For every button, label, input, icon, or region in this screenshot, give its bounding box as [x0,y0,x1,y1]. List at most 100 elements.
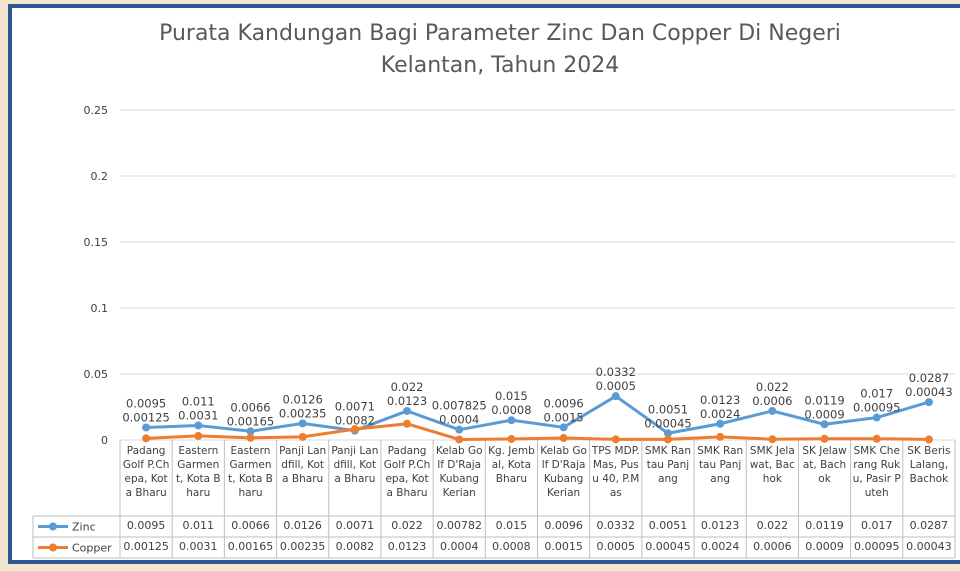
table-value: 0.0123 [700,519,740,532]
data-point [298,432,307,441]
data-label: 0.0004 [439,413,479,427]
x-tick-label: SMK Rantau Panjang [697,445,744,485]
table-value: 0.0015 [544,540,583,553]
data-label: 0.022 [756,380,789,394]
x-tick-label: Panji Landfill, Kota Bharu [331,445,379,485]
data-point [611,435,620,444]
legend-label: Copper [72,542,112,555]
data-label: 0.00043 [905,385,953,399]
data-point [559,423,568,432]
table-value: 0.0008 [492,540,531,553]
data-point [350,425,359,434]
table-value: 0.00165 [227,540,274,553]
series-line [146,422,929,441]
table-value: 0.00235 [279,540,326,553]
data-point [768,406,777,415]
data-point [611,392,620,401]
table-value: 0.0119 [805,519,844,532]
data-point [716,432,725,441]
data-point [872,434,881,443]
data-label: 0.00125 [122,410,170,424]
data-point [455,425,464,434]
table-value: 0.022 [391,519,423,532]
data-point [507,434,516,443]
table-value: 0.0332 [596,519,636,532]
x-tick-label: Panji Landfill, Kota Bharu [279,445,327,485]
table-value: 0.0096 [544,519,583,532]
data-label: 0.0024 [700,407,740,421]
data-label: 0.00095 [853,401,901,415]
data-point [663,435,672,444]
y-tick-label: 0.15 [84,236,109,249]
table-value: 0.0004 [439,540,479,553]
data-label: 0.0126 [283,392,323,406]
data-point [142,434,151,443]
table-value: 0.00782 [436,519,482,532]
data-label: 0.0005 [596,379,636,393]
y-tick-label: 0.05 [84,368,109,381]
data-point [924,435,933,444]
table-value: 0.0051 [648,519,688,532]
data-label: 0.0031 [178,408,218,422]
table-value: 0.00045 [645,540,691,553]
y-tick-label: 0 [101,434,108,447]
table-value: 0.0126 [283,519,322,532]
y-tick-label: 0.1 [91,302,109,315]
data-point [820,434,829,443]
table-value: 0.0024 [700,540,740,553]
data-label: 0.0332 [596,365,636,379]
table-value: 0.0071 [335,519,375,532]
data-label: 0.0095 [126,396,166,410]
data-point [246,427,255,436]
data-label: 0.00165 [227,414,275,428]
table-value: 0.011 [182,519,215,532]
data-point [663,429,672,438]
data-label: 0.0287 [909,371,949,385]
data-label: 0.0082 [335,414,375,428]
table-value: 0.0066 [231,519,270,532]
table-value: 0.0031 [179,540,218,553]
table-value: 0.00095 [853,540,900,553]
x-tick-label: Kg. Jembal, Kota Bharu [488,445,535,485]
data-point [924,398,933,407]
data-label: 0.0096 [543,396,583,410]
x-tick-label: SMK Jelawat, Bachok [749,445,795,485]
data-label: 0.022 [391,380,424,394]
chart-frame [8,4,960,564]
y-tick-label: 0.2 [91,170,109,183]
data-point [507,416,516,425]
table-value: 0.0123 [387,540,427,553]
data-point [298,419,307,428]
data-label: 0.0066 [230,400,270,414]
data-point [194,421,203,430]
data-label: 0.0071 [335,400,375,414]
data-label: 0.007825 [432,399,487,413]
x-tick-label: Eastern Garment, Kota Bharu [175,445,221,499]
data-label: 0.0119 [804,393,844,407]
table-value: 0.00125 [123,540,169,553]
table-value: 0.017 [860,519,893,532]
data-point [872,413,881,422]
table-value: 0.015 [495,519,528,532]
data-label: 0.0015 [543,410,583,424]
x-tick-label: SMK Rantau Panjang [644,445,692,485]
legend-label: Zinc [72,521,96,534]
data-point [246,433,255,442]
x-tick-label: Kelab Golf D'Raja Kubang Kerian [435,445,483,499]
data-label: 0.00235 [279,406,327,420]
data-label: 0.015 [495,389,528,403]
series-line [146,394,930,435]
table-value: 0.00043 [906,540,952,553]
table-value: 0.0009 [805,540,844,553]
table-value: 0.0006 [753,540,792,553]
data-point [768,435,777,444]
x-tick-label: Eastern Garment, Kota Bharu [228,445,273,499]
data-point [559,434,568,443]
data-point [716,419,725,428]
data-point [403,406,412,415]
data-point [455,435,464,444]
x-tick-label: Kelab Golf D'Raja Kubang Kerian [540,445,587,499]
chart-title: Purata Kandungan Bagi Parameter Zinc Dan… [159,21,841,78]
x-tick-label: Padang Golf P.Chepa, Kota Bharu [383,445,431,499]
